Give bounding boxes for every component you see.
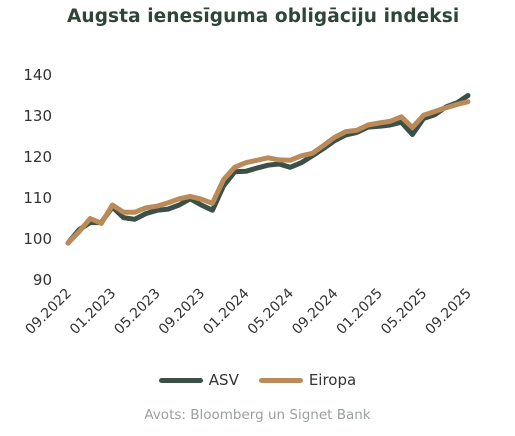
legend-label-asv: ASV [208, 371, 239, 389]
legend-swatch-asv [158, 377, 203, 383]
x-axis-ticks: 09.202201.202305.202309.202301.202405.20… [23, 285, 475, 337]
x-tick-label: 01.2025 [334, 286, 386, 338]
y-tick-label: 90 [33, 271, 52, 289]
x-tick-label: 05.2024 [245, 285, 297, 337]
series-line-eiropa [65, 99, 471, 246]
chart-title: Augsta ienesīguma obligāciju indeksi [67, 6, 460, 27]
legend-label-eiropa: Eiropa [308, 371, 357, 389]
x-tick-label: 01.2024 [200, 285, 252, 337]
series-lines [65, 93, 471, 246]
x-tick-label: 05.2025 [378, 286, 430, 338]
x-tick-label: 09.2025 [423, 286, 475, 338]
x-tick-label: 01.2023 [67, 286, 119, 338]
x-tick-label: 09.2022 [23, 286, 75, 338]
y-tick-label: 140 [23, 66, 52, 84]
y-tick-label: 100 [23, 230, 52, 248]
x-tick-label: 05.2023 [111, 286, 163, 338]
series-line-asv [65, 93, 471, 246]
x-tick-label: 09.2024 [289, 285, 341, 337]
legend-item-eiropa: Eiropa [258, 371, 357, 389]
y-axis-ticks: 90 100 110 120 130 140 [23, 66, 52, 289]
y-tick-label: 120 [23, 148, 52, 166]
x-tick-label: 09.2023 [156, 286, 208, 338]
y-tick-label: 130 [23, 107, 52, 125]
chart-legend: ASV Eiropa [0, 371, 515, 389]
y-tick-label: 110 [23, 189, 52, 207]
legend-swatch-eiropa [258, 377, 303, 383]
legend-item-asv: ASV [158, 371, 239, 389]
source-note: Avots: Bloomberg un Signet Bank [144, 407, 371, 423]
